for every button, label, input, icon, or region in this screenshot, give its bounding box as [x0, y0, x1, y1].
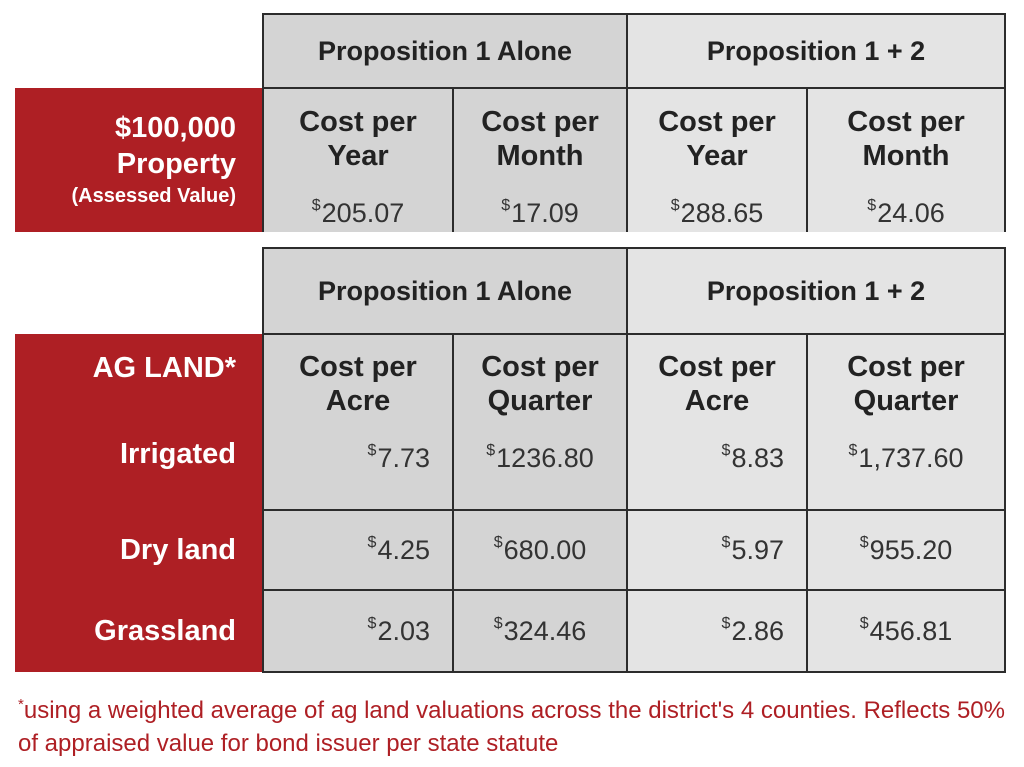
cost-per-month-header: Cost per Month	[481, 106, 599, 172]
prop1-year-value: $205.07	[311, 197, 405, 228]
footnote: *using a weighted average of ag land val…	[18, 696, 1005, 757]
row-label-grassland: Grassland	[15, 590, 263, 672]
ag-land-cost-table: Proposition 1 Alone Proposition 1 + 2 AG…	[15, 247, 1007, 673]
ag-land-label: AG LAND*	[15, 334, 263, 432]
prop1-month-value: $17.09	[501, 197, 579, 228]
value-cell: $1,737.60	[806, 432, 1007, 511]
value-cell: $2.86	[626, 590, 809, 673]
cost-per-year-header: Cost per Year	[658, 106, 776, 172]
prop1-alone-header: Proposition 1 Alone	[261, 13, 629, 89]
cost-per-acre-header: Cost per Acre	[262, 334, 454, 432]
corner-blank	[15, 248, 263, 334]
value-cell: $8.83	[626, 432, 809, 511]
prop1-plus-2-header: Proposition 1 + 2	[626, 247, 1007, 335]
property-row-label: $100,000 Property (Assessed Value)	[15, 88, 263, 232]
cost-per-acre-header: Cost per Acre	[626, 334, 809, 432]
value-cell: $955.20	[806, 510, 1007, 591]
table-row: Irrigated $7.73 $1236.80 $8.83 $1,737.60	[15, 432, 1007, 511]
value-cell: $680.00	[451, 510, 629, 591]
cost-per-year-header: Cost per Year	[299, 106, 417, 172]
prop12-month-cell: Cost per Month $24.06	[806, 88, 1007, 232]
table-row: Dry land $4.25 $680.00 $5.97 $955.20	[15, 510, 1007, 591]
value-cell: $456.81	[806, 590, 1007, 673]
property-cost-table: Proposition 1 Alone Proposition 1 + 2 $1…	[15, 13, 1007, 232]
prop1-month-cell: Cost per Month $17.09	[451, 88, 629, 232]
cost-per-quarter-header: Cost per Quarter	[451, 334, 629, 432]
corner-blank	[15, 14, 263, 88]
prop12-year-value: $288.65	[670, 197, 764, 228]
row-label-irrigated: Irrigated	[15, 432, 263, 510]
value-cell: $7.73	[262, 432, 454, 511]
cost-per-month-header: Cost per Month	[847, 106, 965, 172]
value-cell: $4.25	[262, 510, 454, 591]
prop1-alone-header: Proposition 1 Alone	[261, 247, 629, 335]
value-cell: $1236.80	[451, 432, 629, 511]
value-cell: $2.03	[262, 590, 454, 673]
prop12-year-cell: Cost per Year $288.65	[626, 88, 809, 232]
cost-per-quarter-header: Cost per Quarter	[806, 334, 1007, 432]
prop12-month-value: $24.06	[867, 197, 945, 228]
row-label-dry-land: Dry land	[15, 510, 263, 590]
prop1-year-cell: Cost per Year $205.07	[262, 88, 454, 232]
prop1-plus-2-header: Proposition 1 + 2	[626, 13, 1007, 89]
table-row: Grassland $2.03 $324.46 $2.86 $456.81	[15, 590, 1007, 673]
value-cell: $5.97	[626, 510, 809, 591]
value-cell: $324.46	[451, 590, 629, 673]
